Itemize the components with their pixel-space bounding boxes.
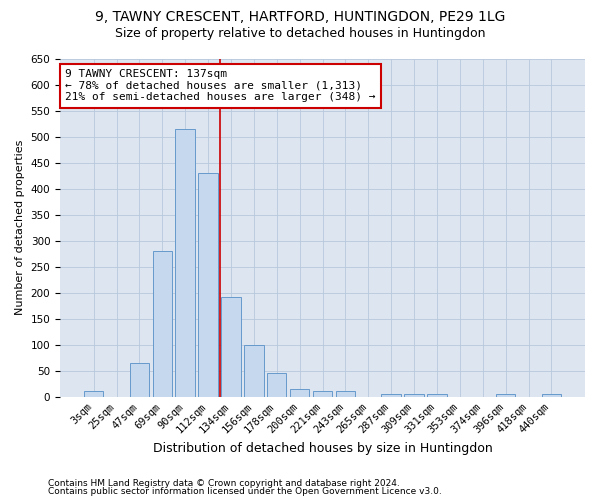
Bar [382,394,401,396]
Bar [496,394,515,396]
Text: 9 TAWNY CRESCENT: 137sqm
← 78% of detached houses are smaller (1,313)
21% of sem: 9 TAWNY CRESCENT: 137sqm ← 78% of detach… [65,69,376,102]
Bar [267,373,286,396]
Bar [335,392,355,396]
Bar [84,392,103,396]
Bar [404,394,424,396]
Bar [290,389,310,396]
Text: Size of property relative to detached houses in Huntingdon: Size of property relative to detached ho… [115,28,485,40]
Bar [542,394,561,396]
Bar [199,174,218,396]
Bar [221,297,241,396]
Bar [427,394,446,396]
Text: Contains public sector information licensed under the Open Government Licence v3: Contains public sector information licen… [48,487,442,496]
Bar [313,392,332,396]
Bar [152,251,172,396]
Text: Contains HM Land Registry data © Crown copyright and database right 2024.: Contains HM Land Registry data © Crown c… [48,478,400,488]
Bar [244,344,263,397]
Bar [175,129,195,396]
Y-axis label: Number of detached properties: Number of detached properties [15,140,25,316]
Bar [130,363,149,396]
Text: 9, TAWNY CRESCENT, HARTFORD, HUNTINGDON, PE29 1LG: 9, TAWNY CRESCENT, HARTFORD, HUNTINGDON,… [95,10,505,24]
X-axis label: Distribution of detached houses by size in Huntingdon: Distribution of detached houses by size … [152,442,493,455]
